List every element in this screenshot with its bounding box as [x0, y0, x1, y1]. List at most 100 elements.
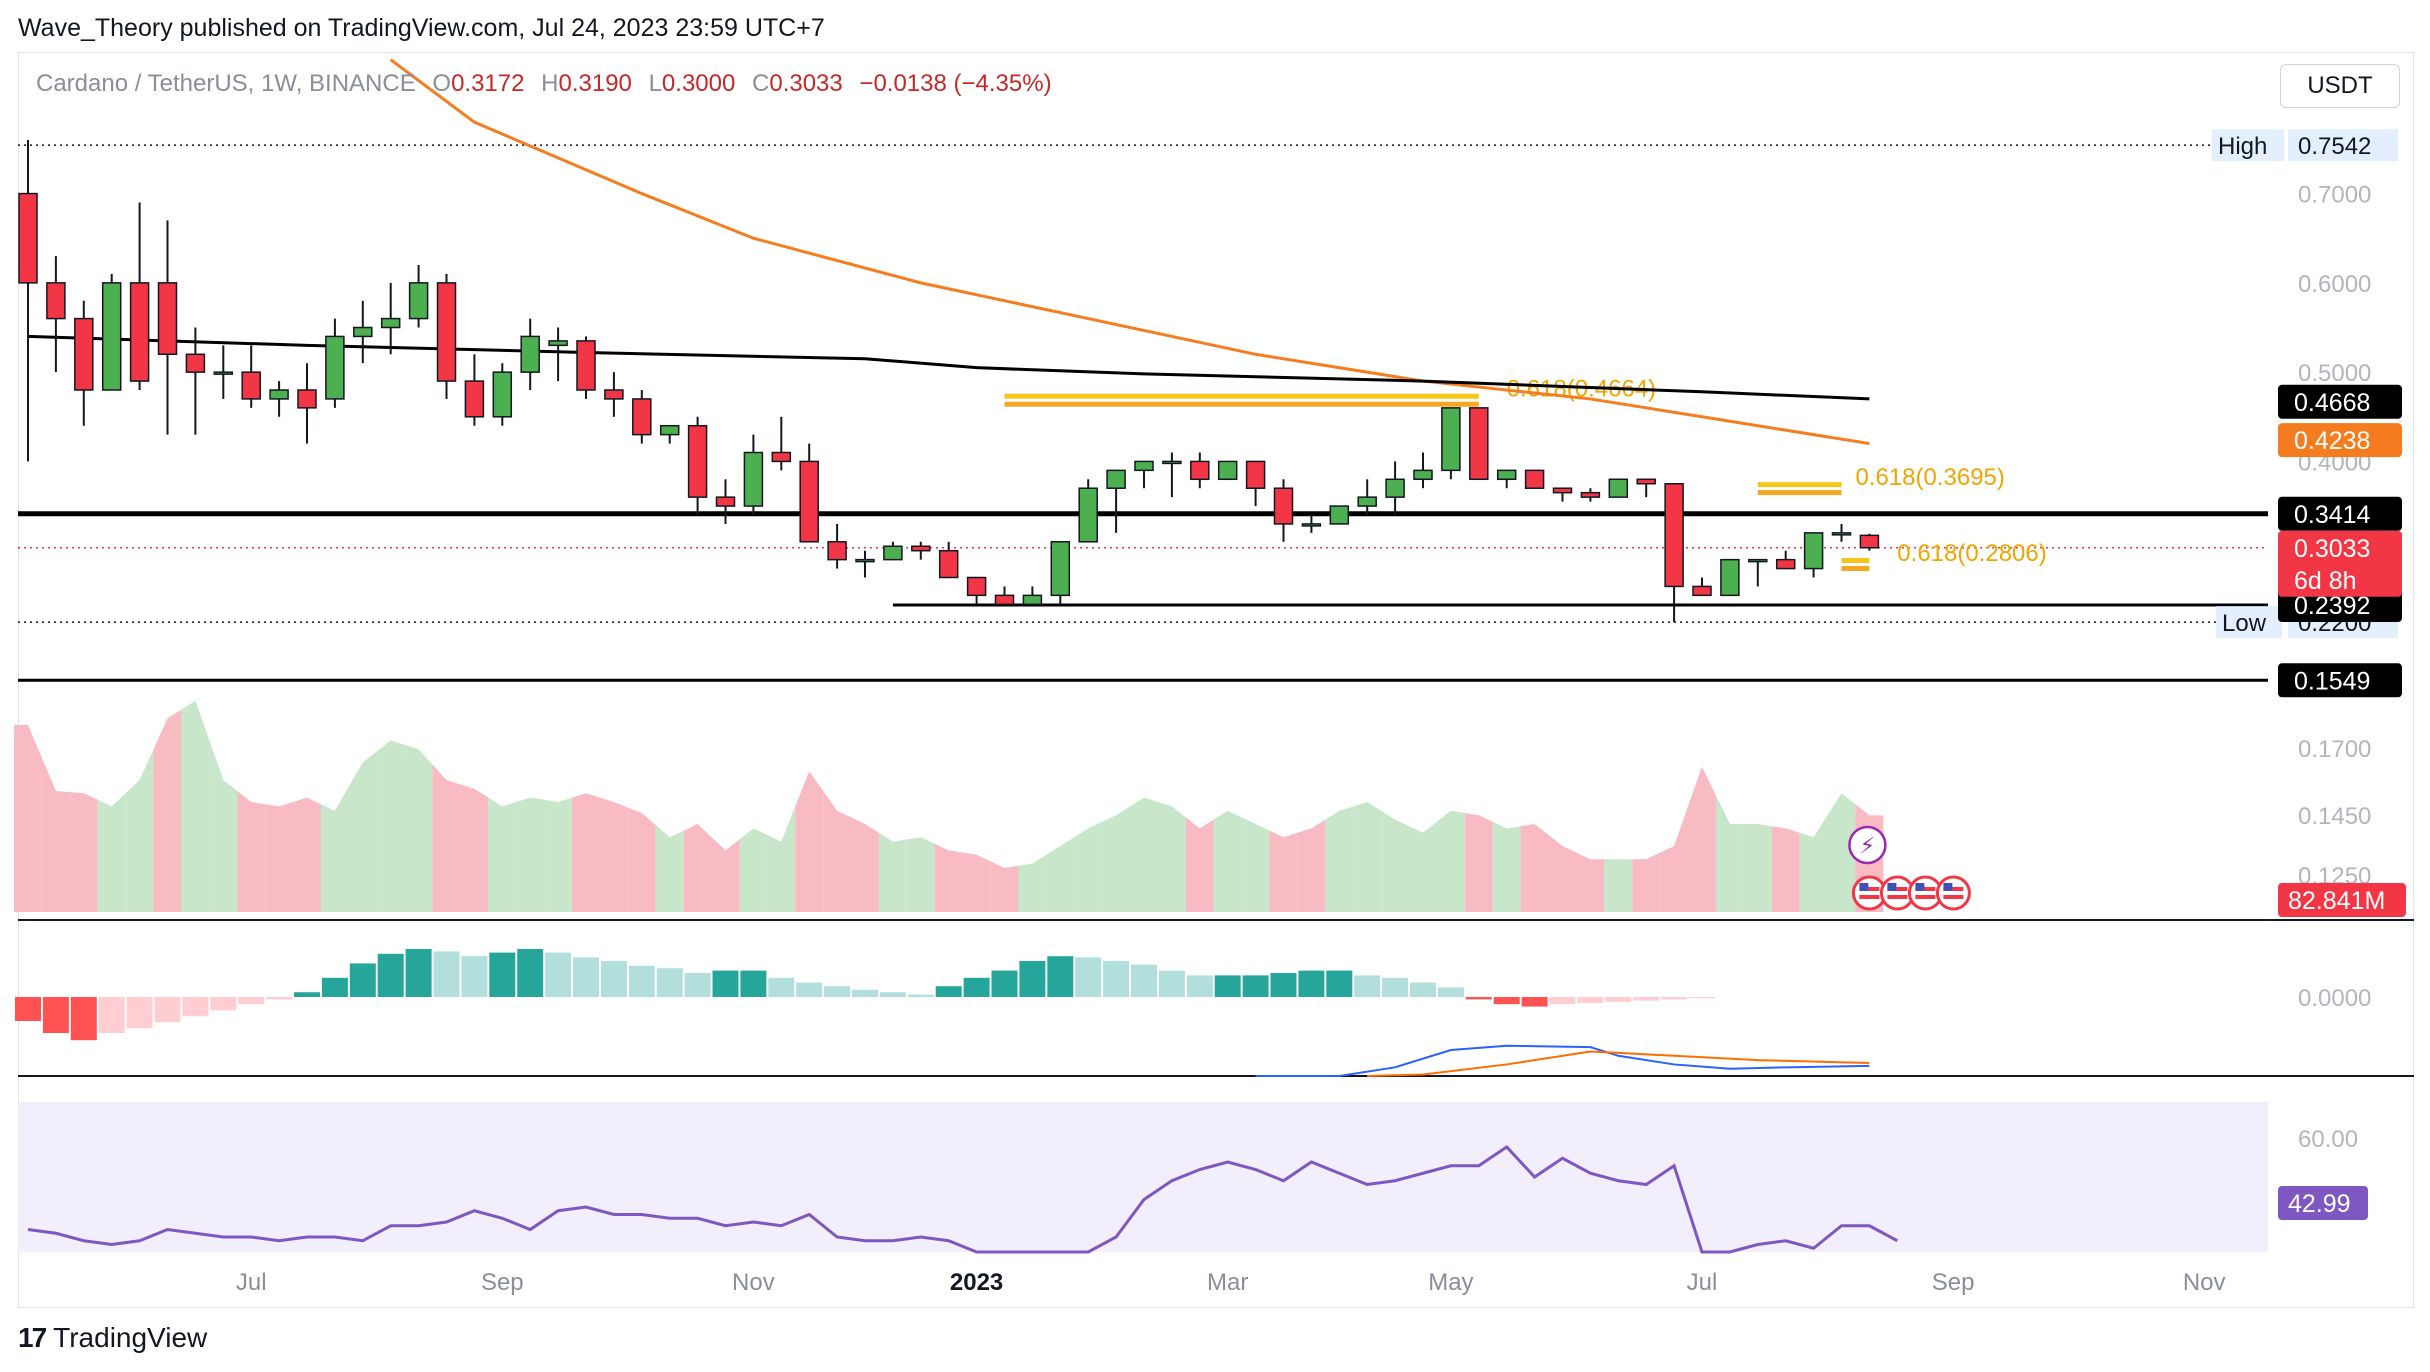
volume-area — [153, 709, 182, 912]
volume-area — [1660, 806, 1689, 912]
volume-area — [655, 825, 684, 912]
fib-band-lower — [1757, 490, 1842, 496]
macd-histogram-bar — [266, 997, 293, 1000]
fib-band — [1004, 393, 1479, 399]
high-tag-label: High — [2218, 133, 2267, 160]
candle-body — [715, 496, 736, 507]
flag-stripe-icon — [1887, 895, 1908, 899]
macd-histogram-bar — [1382, 977, 1409, 997]
candle-body — [380, 317, 401, 329]
candle-body — [46, 282, 66, 320]
candle-body — [911, 545, 931, 552]
macd-histogram-bar — [405, 949, 432, 997]
candle-body — [1664, 483, 1684, 588]
candle-body — [436, 282, 457, 382]
macd-histogram-bar — [42, 997, 69, 1033]
candle-body — [1692, 585, 1712, 597]
macd-histogram-bar — [15, 997, 41, 1021]
fib-band — [1841, 558, 1870, 563]
volume-area — [1381, 810, 1410, 912]
level-tag-bg — [2278, 496, 2402, 531]
price-tick-label: 0.5000 — [2298, 360, 2371, 387]
candle-body — [520, 335, 540, 373]
candle-body — [1273, 487, 1294, 525]
volume-area — [404, 744, 433, 912]
low-value: 0.3000 — [661, 70, 736, 97]
volume-area — [1185, 817, 1214, 912]
fib-label: 0.618(0.3695) — [1855, 464, 2004, 491]
candle-body — [1385, 478, 1405, 498]
price-tag-bg — [2278, 384, 2402, 419]
macd-histogram-bar — [1633, 997, 1660, 1001]
x-axis-label: Sep — [1932, 1269, 1975, 1296]
open-label: O — [432, 70, 452, 97]
volume-tag-bg — [2278, 883, 2406, 917]
macd-histogram-bar — [154, 997, 181, 1023]
macd-histogram-bar — [433, 951, 460, 997]
low-tag-label: Low — [2222, 610, 2267, 637]
candle-body — [1608, 478, 1629, 498]
flag-canton-icon — [1887, 883, 1897, 891]
volume-area — [711, 837, 740, 912]
macd-histogram-bar — [600, 961, 627, 997]
candle-body — [1134, 460, 1154, 472]
macd-histogram-bar — [573, 957, 599, 997]
macd-histogram-bar — [1131, 964, 1157, 997]
macd-histogram-bar — [1326, 970, 1353, 997]
macd-histogram-bar — [321, 977, 348, 997]
volume-area — [823, 791, 852, 912]
volume-area — [934, 843, 963, 912]
macd-histogram-bar — [1214, 975, 1241, 997]
high-value-bg — [2288, 129, 2398, 162]
currency-button[interactable]: USDT — [2280, 64, 2400, 108]
volume-area — [209, 740, 238, 912]
macd-histogram-bar — [461, 956, 488, 997]
macd-histogram-bar — [1605, 997, 1632, 1002]
candle-body — [1106, 469, 1126, 489]
candle-body — [213, 371, 234, 375]
volume-area — [1771, 826, 1800, 912]
volume-area — [1688, 766, 1716, 912]
macd-histogram-bar — [1493, 997, 1520, 1005]
candle-body — [1050, 541, 1071, 597]
macd-histogram-bar — [1661, 997, 1688, 1000]
x-axis-label: Jul — [1687, 1269, 1718, 1296]
volume-area — [293, 797, 321, 912]
candle-body — [408, 282, 429, 320]
volume-area — [1269, 830, 1298, 912]
macd-histogram-bar — [1270, 973, 1297, 997]
macd-histogram-bar — [489, 952, 516, 997]
volume-area — [683, 824, 712, 912]
volume-area — [767, 806, 796, 912]
ma-black-line — [27, 334, 1870, 401]
volume-area — [739, 828, 768, 912]
volume-area — [1241, 817, 1270, 912]
open-value: 0.3172 — [451, 70, 525, 97]
macd-histogram-bar — [545, 952, 572, 997]
macd-signal-line — [1367, 1050, 1870, 1077]
fib-band-lower — [1841, 566, 1870, 571]
candle-body — [743, 451, 764, 507]
high-tag-bg — [2212, 129, 2284, 162]
volume-area — [181, 700, 210, 912]
volume-area — [572, 793, 600, 912]
candle-body — [1496, 469, 1517, 481]
macd-histogram-bar — [377, 953, 404, 997]
x-axis-label: Sep — [481, 1269, 524, 1296]
candle-body — [938, 549, 959, 579]
candle-body — [604, 389, 624, 400]
tradingview-logo[interactable]: 17 TradingView — [18, 1322, 207, 1354]
candle-body — [576, 340, 596, 391]
x-axis-label: Nov — [2183, 1269, 2226, 1296]
price-tag-bg — [2278, 423, 2402, 458]
macd-histogram-bar — [98, 997, 125, 1033]
candle-body — [1022, 594, 1043, 606]
high-value: 0.3190 — [558, 70, 632, 97]
candle-body — [1329, 505, 1350, 525]
lightning-event-icon — [1848, 825, 1887, 865]
candle-body — [1413, 469, 1433, 481]
volume-area — [320, 786, 349, 912]
publish-header: Wave_Theory published on TradingView.com… — [18, 14, 825, 42]
candle-body — [632, 398, 652, 436]
